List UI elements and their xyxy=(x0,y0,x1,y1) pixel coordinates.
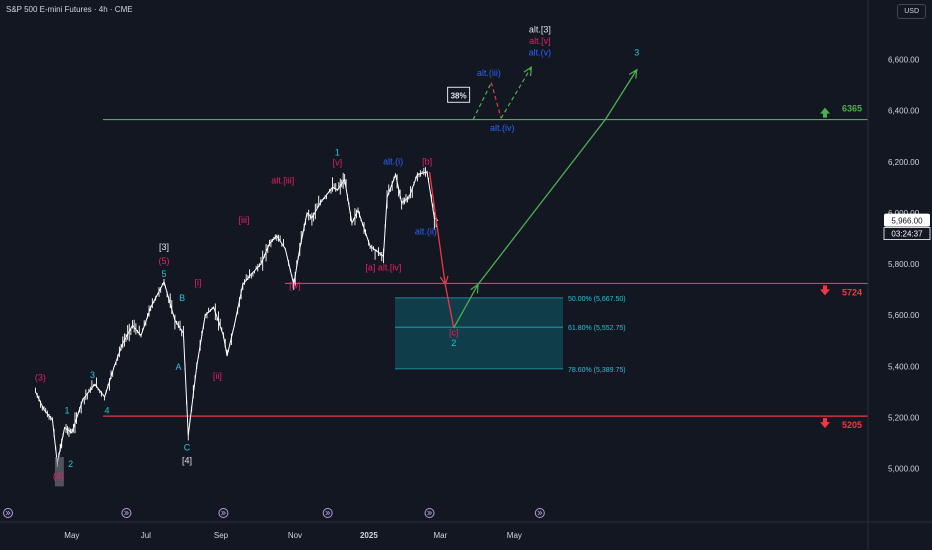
wave-label: [4] xyxy=(182,455,192,465)
wave-label: B xyxy=(179,293,185,303)
wave-label: alt.(iv) xyxy=(490,123,515,133)
wave-label: [3] xyxy=(159,242,169,252)
wave-label: [iv] xyxy=(289,280,301,290)
wave-label: 1 xyxy=(65,406,70,416)
currency-badge[interactable]: USD xyxy=(897,4,926,19)
x-tick-label: 2025 xyxy=(360,531,378,540)
chart-title: S&P 500 E-mini Futures · 4h · CME xyxy=(6,5,133,14)
event-marker-icon xyxy=(124,510,129,516)
event-marker-icon xyxy=(325,510,331,516)
wave-label: [ii] xyxy=(213,371,222,381)
y-tick-label: 6,200.00 xyxy=(888,158,920,167)
wave-label: 2 xyxy=(451,338,456,348)
price-badge xyxy=(884,213,930,227)
event-marker-icon xyxy=(5,510,11,516)
event-marker xyxy=(121,508,132,518)
ratio-box-label: 38% xyxy=(451,91,467,100)
y-tick-label: 6,600.00 xyxy=(888,56,920,65)
price-badge-value: 5,966.00 xyxy=(891,217,923,226)
wave-label: alt.(iii) xyxy=(477,68,501,78)
event-marker-icon xyxy=(427,510,433,516)
price-series xyxy=(35,167,439,467)
alt-projection-up-1 xyxy=(472,82,492,120)
y-tick-label: 5,000.00 xyxy=(888,465,920,474)
wave-label: (3) xyxy=(35,372,46,382)
countdown-badge xyxy=(883,227,931,240)
x-tick-label: Jul xyxy=(141,531,151,540)
projection-green-arrow-2 xyxy=(628,68,638,79)
alt-projection-up-2 xyxy=(500,66,532,119)
wave-label: C xyxy=(184,443,191,453)
wave-label: alt.[iii] xyxy=(271,175,294,185)
fib-zone xyxy=(395,297,563,369)
wave-label: (4) xyxy=(53,471,64,481)
y-tick-label: 6,400.00 xyxy=(888,107,920,116)
wave-label: 5 xyxy=(161,269,166,279)
wave-label: alt.[3] xyxy=(529,25,551,35)
event-marker xyxy=(424,508,435,518)
y-tick-label: 5,600.00 xyxy=(888,311,920,320)
x-tick-label: Sep xyxy=(214,531,229,540)
fib-label-2: 78.60% (5,389.75) xyxy=(568,367,626,374)
y-tick-label: 5,400.00 xyxy=(888,362,920,371)
event-marker-icon xyxy=(221,510,226,516)
wave-label: 4 xyxy=(105,406,110,416)
wave-label: 1 xyxy=(335,147,340,157)
x-tick-label: Mar xyxy=(434,531,448,540)
level-arrow-6365 xyxy=(820,107,830,118)
wave-label: [v] xyxy=(333,158,343,168)
level-arrow-5724 xyxy=(820,285,830,296)
wave-label: [a] alt.[iv] xyxy=(365,262,401,272)
wave-label: [c] xyxy=(449,328,459,338)
y-tick-label: 6,000.00 xyxy=(888,209,920,218)
wave-label: [iii] xyxy=(239,215,250,225)
projection-green-arrow-1 xyxy=(470,283,479,294)
event-marker xyxy=(218,508,229,518)
fib-label-1: 61.80% (5,552.75) xyxy=(568,325,626,332)
wave-label: alt.(v) xyxy=(529,48,552,58)
fib-label-0: 50.00% (5,667.50) xyxy=(568,296,626,303)
level-label-5205: 5205 xyxy=(842,420,862,430)
event-marker xyxy=(3,508,13,518)
level-label-5724: 5724 xyxy=(842,287,862,297)
level-label-6365: 6365 xyxy=(842,104,862,114)
x-tick-label: Nov xyxy=(288,531,302,540)
wave-label: alt.(ii) xyxy=(415,227,437,237)
event-marker xyxy=(534,508,545,518)
wave-marker xyxy=(54,456,64,487)
wave-label: A xyxy=(176,362,182,372)
x-tick-label: May xyxy=(507,531,522,540)
wave-label: 3 xyxy=(634,48,639,58)
alt-projection-arrow xyxy=(523,65,533,77)
wave-label: (5) xyxy=(159,256,170,266)
wave-label: [b] xyxy=(422,156,432,166)
projection-green-path xyxy=(453,69,638,329)
y-tick-label: 5,200.00 xyxy=(888,413,920,422)
ratio-box xyxy=(447,86,471,103)
countdown-value: 03:24:37 xyxy=(891,230,923,239)
y-tick-label: 5,800.00 xyxy=(888,260,920,269)
projection-red-arrow xyxy=(439,275,449,286)
event-marker xyxy=(322,508,333,518)
wave-label: 3 xyxy=(90,370,95,380)
wave-label: alt.[v] xyxy=(529,36,551,46)
level-arrow-5205 xyxy=(820,418,830,429)
wave-label: [i] xyxy=(194,278,201,288)
x-tick-label: May xyxy=(64,531,79,540)
wave-label: alt.(i) xyxy=(383,156,403,166)
wave-label: 2 xyxy=(68,459,73,469)
event-marker-icon xyxy=(537,510,543,516)
price-line xyxy=(35,171,439,464)
alt-projection-down xyxy=(490,82,502,119)
